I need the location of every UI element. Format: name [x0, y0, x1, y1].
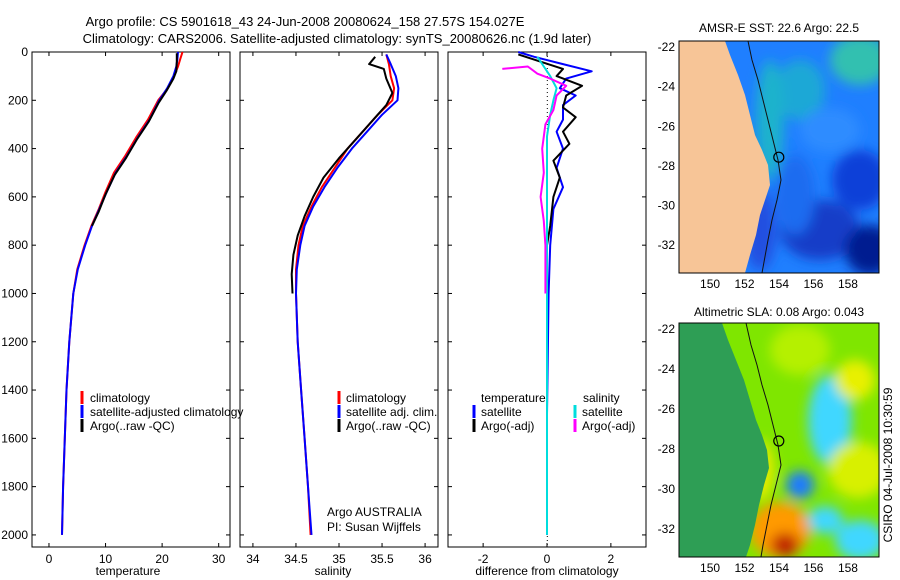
- y-tick-label: 800: [8, 238, 28, 252]
- y-tick-label: 2000: [1, 528, 28, 542]
- map-y-tick-label: -30: [658, 199, 676, 213]
- sla-map: [679, 323, 879, 557]
- difference-xlabel: difference from climatology: [475, 564, 618, 578]
- side-label: CSIRO 04-Jul-2008 10:30:59: [881, 387, 895, 542]
- x-tick-label: 35.5: [370, 552, 394, 566]
- legend-label-argo: Argo(..raw -QC): [346, 419, 431, 433]
- y-tick-label: 200: [8, 93, 28, 107]
- map-x-tick-label: 150: [700, 561, 720, 575]
- difference-legend: temperature salinity satellite Argo(-adj…: [472, 391, 635, 433]
- legend-label-sal-satellite: satellite: [582, 405, 623, 419]
- map-x-tick-label: 154: [769, 561, 789, 575]
- map-y-tick-label: -26: [658, 402, 676, 416]
- map-y-tick-label: -24: [658, 80, 676, 94]
- profile-series: [61, 51, 593, 535]
- x-tick-label: 20: [155, 552, 169, 566]
- legend-label-satellite: satellite-adjusted climatology: [90, 405, 243, 419]
- temperature-xlabel: temperature: [96, 564, 161, 578]
- map-y-tick-label: -22: [658, 322, 676, 336]
- sla-field: [746, 325, 879, 557]
- map-x-tick-label: 158: [838, 561, 858, 575]
- series-line: [61, 51, 184, 535]
- legend-title-temperature: temperature: [481, 391, 546, 405]
- sst-map-frame: [678, 40, 880, 274]
- x-tick-label: 0: [544, 552, 551, 566]
- series-line: [502, 65, 568, 294]
- y-tick-label: 1400: [1, 383, 28, 397]
- sla-map-title: Altimetric SLA: 0.08 Argo: 0.043: [694, 305, 864, 319]
- y-tick-label: 400: [8, 142, 28, 156]
- x-tick-label: -2: [478, 552, 489, 566]
- sla-argo-marker: [773, 435, 785, 447]
- legend-label-climatology: climatology: [90, 391, 150, 405]
- map-y-tick-label: -28: [658, 442, 676, 456]
- y-tick-label: 1600: [1, 431, 28, 445]
- series-line: [536, 56, 558, 535]
- legend-label-satellite: satellite adj. clim.: [346, 405, 437, 419]
- x-tick-label: 34.5: [284, 552, 308, 566]
- sst-field: [744, 41, 879, 273]
- salinity-axes: [239, 51, 439, 548]
- x-tick-label: 0: [46, 552, 53, 566]
- map-y-tick-label: -32: [658, 238, 676, 252]
- x-tick-label: 30: [212, 552, 226, 566]
- map-y-tick-label: -24: [658, 362, 676, 376]
- map-y-tick-label: -28: [658, 159, 676, 173]
- map-y-tick-label: -32: [658, 522, 676, 536]
- legend-label-argo: Argo(..raw -QC): [90, 419, 175, 433]
- legend-label-climatology: climatology: [346, 391, 406, 405]
- series-line: [518, 51, 593, 535]
- series-line: [61, 51, 179, 535]
- salinity-xlabel: salinity: [315, 564, 352, 578]
- sla-land: [679, 323, 769, 557]
- temperature-axes: [31, 51, 231, 548]
- sst-map: [679, 41, 879, 273]
- map-x-tick-label: 150: [700, 277, 720, 291]
- x-tick-label: 35: [332, 552, 346, 566]
- map-y-tick-label: -22: [658, 40, 676, 54]
- x-tick-label: 2: [608, 552, 615, 566]
- credit-line-1: Argo AUSTRALIA: [327, 505, 422, 519]
- series-line: [91, 53, 178, 227]
- sst-shelf-contour: [747, 41, 782, 273]
- sla-map-frame: [678, 322, 880, 558]
- x-tick-label: 10: [99, 552, 113, 566]
- header-line-1: Argo profile: CS 5901618_43 24-Jun-2008 …: [86, 14, 525, 29]
- sst-land: [679, 41, 770, 273]
- credit-line-2: PI: Susan Wijffels: [327, 520, 421, 534]
- y-tick-label: 1000: [1, 286, 28, 300]
- temperature-legend: climatology satellite-adjusted climatolo…: [80, 391, 243, 433]
- legend-title-salinity: salinity: [583, 391, 620, 405]
- series-line: [295, 53, 400, 535]
- map-x-tick-label: 156: [803, 277, 823, 291]
- series-line: [295, 54, 396, 535]
- map-x-tick-label: 152: [735, 277, 755, 291]
- x-tick-label: 34: [246, 552, 260, 566]
- sst-map-title: AMSR-E SST: 22.6 Argo: 22.5: [699, 21, 859, 35]
- header-line-2: Climatology: CARS2006. Satellite-adjuste…: [83, 31, 592, 46]
- y-tick-label: 600: [8, 190, 28, 204]
- map-x-tick-label: 154: [769, 277, 789, 291]
- series-line: [517, 53, 584, 246]
- legend-label-temp-satellite: satellite: [481, 405, 522, 419]
- y-tick-label: 1200: [1, 335, 28, 349]
- legend-label-sal-argo: Argo(-adj): [582, 419, 635, 433]
- y-tick-label: 0: [21, 45, 28, 59]
- series-line: [290, 56, 394, 294]
- y-tick-label: 1800: [1, 480, 28, 494]
- sla-shelf-contour: [745, 323, 782, 557]
- map-x-tick-label: 156: [803, 561, 823, 575]
- sst-argo-marker: [773, 151, 785, 163]
- map-y-tick-label: -30: [658, 482, 676, 496]
- map-x-tick-label: 158: [838, 277, 858, 291]
- map-y-tick-label: -26: [658, 119, 676, 133]
- x-tick-label: 36: [418, 552, 432, 566]
- legend-label-temp-argo: Argo(-adj): [481, 419, 534, 433]
- salinity-legend: climatology satellite adj. clim. Argo(..…: [337, 391, 437, 433]
- map-x-tick-label: 152: [735, 561, 755, 575]
- axis-ticks: 0 10 20 30020040060080010001200140016001800…: [1, 40, 879, 575]
